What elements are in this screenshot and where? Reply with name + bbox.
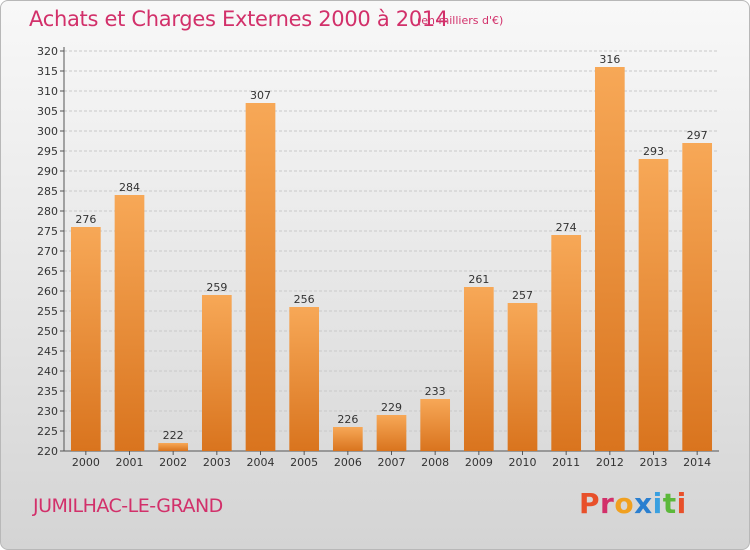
x-tick-label: 2014 xyxy=(683,456,711,469)
x-tick-label: 2009 xyxy=(465,456,493,469)
y-tick-label: 270 xyxy=(37,245,58,258)
x-tick-label: 2007 xyxy=(378,456,406,469)
x-tick-label: 2011 xyxy=(552,456,580,469)
logo-letter: t xyxy=(662,487,677,520)
data-label-2001: 284 xyxy=(119,181,140,194)
y-tick-label: 260 xyxy=(37,285,58,298)
y-tick-label: 225 xyxy=(37,425,58,438)
proxiti-logo: Proxiti xyxy=(579,487,687,520)
x-tick-label: 2012 xyxy=(596,456,624,469)
y-tick-label: 280 xyxy=(37,205,58,218)
x-tick-label: 2001 xyxy=(116,456,144,469)
y-tick-label: 235 xyxy=(37,385,58,398)
x-axis-ticks: 2000 2001 2002 2003 2004 2005 2006 2007 2008 2009… xyxy=(72,451,711,469)
bar-2014 xyxy=(682,143,713,451)
x-tick-label: 2000 xyxy=(72,456,100,469)
logo-letter: r xyxy=(600,487,615,520)
y-tick-label: 250 xyxy=(37,325,58,338)
logo-letter: o xyxy=(614,487,635,520)
bar-2005 xyxy=(289,307,320,451)
chart-subtitle: (en milliers d'€) xyxy=(417,14,504,27)
y-tick-label: 290 xyxy=(37,165,58,178)
x-tick-label: 2005 xyxy=(290,456,318,469)
y-tick-label: 285 xyxy=(37,185,58,198)
data-label-2004: 307 xyxy=(250,89,271,102)
x-tick-label: 2008 xyxy=(421,456,449,469)
data-label-2008: 233 xyxy=(425,385,446,398)
y-tick-label: 310 xyxy=(37,85,58,98)
bar-2007 xyxy=(376,415,407,451)
bar-2009 xyxy=(463,287,494,451)
x-tick-label: 2002 xyxy=(159,456,187,469)
y-tick-label: 220 xyxy=(37,445,58,458)
data-label-2000: 276 xyxy=(75,213,96,226)
y-tick-label: 275 xyxy=(37,225,58,238)
data-labels: 276 284 222 259 307 256 226 229 233 261 257 274 316 2… xyxy=(75,53,707,442)
data-label-2007: 229 xyxy=(381,401,402,414)
y-tick-label: 230 xyxy=(37,405,58,418)
y-tick-label: 295 xyxy=(37,145,58,158)
y-tick-label: 265 xyxy=(37,265,58,278)
data-label-2014: 297 xyxy=(687,129,708,142)
bars xyxy=(70,67,713,451)
commune-name: JUMILHAC-LE-GRAND xyxy=(33,495,223,517)
data-label-2003: 259 xyxy=(206,281,227,294)
x-tick-label: 2006 xyxy=(334,456,362,469)
y-tick-label: 245 xyxy=(37,345,58,358)
bar-2013 xyxy=(638,159,669,451)
data-label-2006: 226 xyxy=(337,413,358,426)
logo-letter: i xyxy=(676,487,687,520)
data-label-2005: 256 xyxy=(294,293,315,306)
data-label-2011: 274 xyxy=(556,221,577,234)
bar-2002 xyxy=(158,443,189,451)
data-label-2012: 316 xyxy=(599,53,620,66)
data-label-2009: 261 xyxy=(468,273,489,286)
y-tick-label: 300 xyxy=(37,125,58,138)
data-label-2002: 222 xyxy=(163,429,184,442)
bar-2008 xyxy=(420,399,451,451)
x-tick-label: 2013 xyxy=(640,456,668,469)
y-tick-label: 315 xyxy=(37,65,58,78)
chart-title: Achats et Charges Externes 2000 à 2014 xyxy=(29,7,449,31)
bar-2012 xyxy=(594,67,625,451)
logo-letter: i xyxy=(652,487,663,520)
bar-2001 xyxy=(114,195,145,451)
bar-2000 xyxy=(70,227,101,451)
y-tick-label: 255 xyxy=(37,305,58,318)
y-tick-label: 320 xyxy=(37,45,58,58)
bar-2004 xyxy=(245,103,276,451)
y-tick-label: 305 xyxy=(37,105,58,118)
bar-2010 xyxy=(507,303,538,451)
logo-letter: P xyxy=(579,487,601,520)
logo-letter: x xyxy=(634,487,653,520)
bar-2011 xyxy=(551,235,582,451)
bar-2006 xyxy=(332,427,363,451)
y-tick-label: 240 xyxy=(37,365,58,378)
data-label-2010: 257 xyxy=(512,289,533,302)
x-tick-label: 2003 xyxy=(203,456,231,469)
x-tick-label: 2004 xyxy=(247,456,275,469)
x-tick-label: 2010 xyxy=(509,456,537,469)
data-label-2013: 293 xyxy=(643,145,664,158)
y-axis-ticks: 220 225 230 235 240 245 250 255 260 265 270 275 280 2… xyxy=(37,45,64,458)
bar-2003 xyxy=(201,295,232,451)
